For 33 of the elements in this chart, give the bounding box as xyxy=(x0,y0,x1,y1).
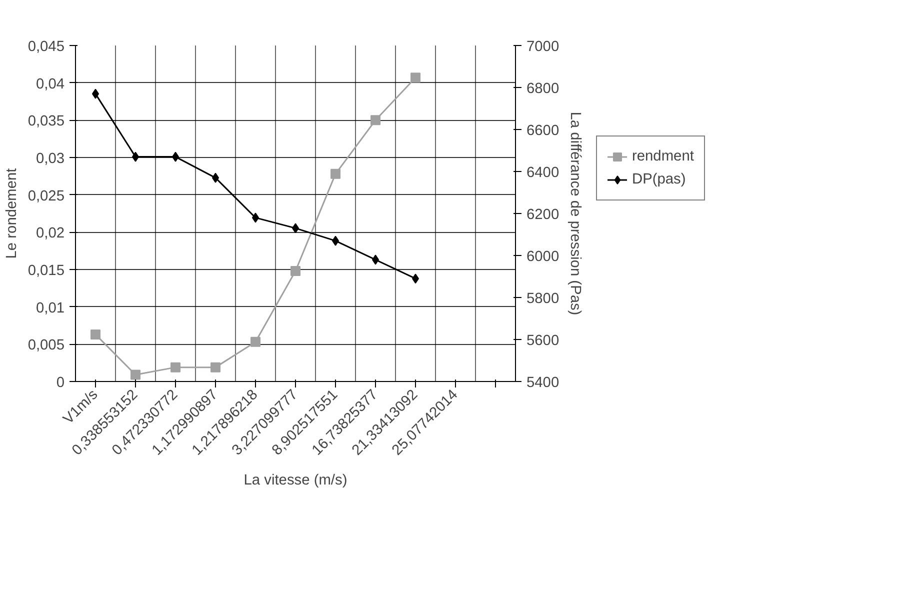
y-axis-title: Le rondement xyxy=(4,168,20,259)
y-tick-label: 0,045 xyxy=(28,39,65,55)
y2-tick-label: 5600 xyxy=(526,333,560,349)
y2-tick-label: 6400 xyxy=(526,165,560,181)
y2-tick-label: 6600 xyxy=(526,123,560,139)
point xyxy=(410,72,420,83)
point xyxy=(290,266,300,276)
y-tick-label: 0,025 xyxy=(28,188,65,204)
y2-tick-label: 7000 xyxy=(526,39,560,55)
y-tick-label: 0,005 xyxy=(28,338,65,354)
y-tick-label: 0,035 xyxy=(28,114,65,130)
y-tick-label: 0,01 xyxy=(36,300,65,316)
legend-label: DP(pas) xyxy=(632,172,686,188)
y2-axis-title: La différance de pression (Pas) xyxy=(567,112,584,316)
point xyxy=(370,115,380,126)
y-tick-label: 0,04 xyxy=(36,76,65,92)
y2-tick-label: 6200 xyxy=(526,207,560,223)
point xyxy=(170,362,180,372)
y2-tick-label: 6800 xyxy=(526,81,560,97)
point xyxy=(130,370,140,380)
y-tick-label: 0,02 xyxy=(36,226,65,242)
point xyxy=(330,168,340,179)
x-axis-title: La vitesse (m/s) xyxy=(244,472,348,488)
y2-tick-label: 5800 xyxy=(526,291,560,307)
y2-tick-label: 6000 xyxy=(526,249,560,265)
y-tick-label: 0,03 xyxy=(36,151,65,167)
y-tick-label: 0,015 xyxy=(28,263,65,279)
point xyxy=(210,362,220,372)
legend-label: rendment xyxy=(632,148,694,164)
y-tick-label: 0 xyxy=(56,375,65,391)
y2-tick-label: 5400 xyxy=(526,375,560,391)
point xyxy=(90,329,100,340)
point xyxy=(250,336,260,347)
